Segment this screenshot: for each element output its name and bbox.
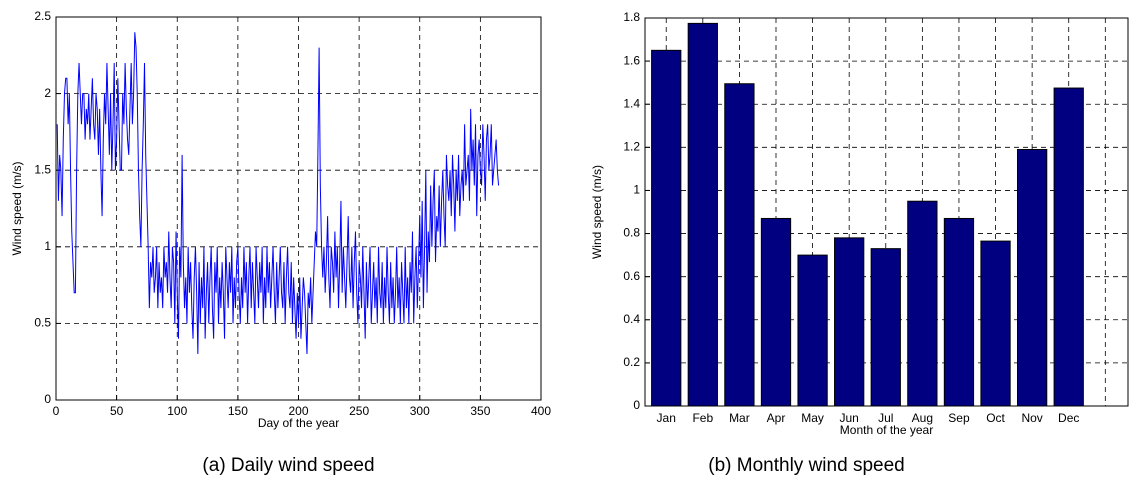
caption: (a) Daily wind speed	[202, 455, 374, 476]
x-tick-label: Oct	[986, 411, 1005, 425]
y-axis-label: Wind speed (m/s)	[10, 161, 24, 255]
bar	[870, 248, 901, 407]
bar	[797, 254, 828, 407]
x-axis-label: Month of the year	[840, 423, 933, 437]
bar	[1016, 148, 1048, 407]
plot-frame	[644, 17, 1129, 407]
y-tick-label: 2.5	[34, 9, 51, 23]
x-tick-label: Jun	[839, 411, 858, 425]
x-tick-label: 100	[167, 404, 187, 418]
y-tick-label: 1	[633, 183, 640, 197]
x-axis-label: Day of the year	[258, 416, 339, 430]
y-tick-label: 0.8	[623, 226, 640, 240]
x-tick-label: Aug	[912, 411, 933, 425]
bar	[651, 49, 682, 407]
y-tick-label: 0.2	[623, 355, 640, 369]
y-tick-label: 1.6	[623, 53, 640, 67]
x-tick-label: Feb	[692, 411, 713, 425]
y-tick-label: 0.6	[623, 269, 640, 283]
x-tick-label: Jan	[657, 411, 676, 425]
y-tick-label: 2	[44, 86, 51, 100]
x-tick-label: 0	[53, 404, 60, 418]
x-tick-label: 50	[110, 404, 124, 418]
bar	[1053, 87, 1084, 407]
x-tick-label: 350	[470, 404, 490, 418]
y-tick-label: 0	[44, 392, 51, 406]
bar	[760, 217, 792, 407]
x-tick-label: May	[801, 411, 824, 425]
y-tick-label: 1.2	[623, 140, 640, 154]
bar	[834, 237, 865, 407]
bar	[943, 217, 975, 407]
y-tick-label: 1.4	[623, 96, 640, 110]
bar	[687, 22, 718, 407]
x-tick-label: Nov	[1021, 411, 1042, 425]
y-tick-label: 1.5	[34, 162, 51, 176]
x-tick-label: 300	[410, 404, 430, 418]
y-tick-label: 1.8	[623, 10, 640, 24]
x-tick-label: Dec	[1058, 411, 1079, 425]
x-tick-label: Jul	[878, 411, 893, 425]
x-tick-label: Apr	[767, 411, 786, 425]
data-line	[56, 32, 500, 355]
x-tick-label: Mar	[729, 411, 750, 425]
plot-frame	[55, 16, 542, 401]
y-tick-label: 0	[633, 398, 640, 412]
x-tick-label: 150	[228, 404, 248, 418]
bar	[907, 200, 938, 407]
bar	[724, 83, 755, 407]
y-axis-label: Wind speed (m/s)	[590, 165, 604, 259]
x-tick-label: 250	[349, 404, 369, 418]
y-tick-label: 1	[44, 239, 51, 253]
y-tick-label: 0.5	[34, 316, 51, 330]
y-tick-label: 0.4	[623, 312, 640, 326]
x-tick-label: 200	[288, 404, 308, 418]
x-tick-label: Sep	[948, 411, 970, 425]
x-tick-label: 400	[531, 404, 551, 418]
bar	[980, 240, 1011, 407]
caption: (b) Monthly wind speed	[708, 455, 904, 476]
